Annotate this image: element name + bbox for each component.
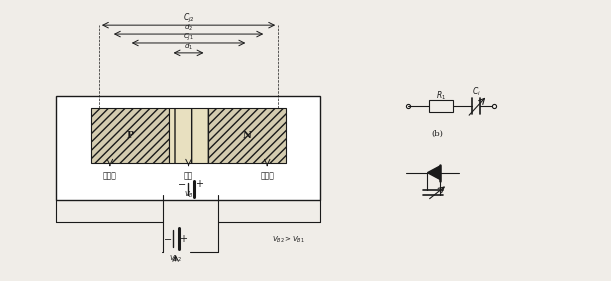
Bar (430, 100, 453, 112)
Text: $+$: $+$ (195, 178, 204, 189)
Text: $d_1$: $d_1$ (184, 42, 193, 52)
Text: $C_{J1}$: $C_{J1}$ (183, 31, 194, 43)
Text: $C_{J2}$: $C_{J2}$ (183, 12, 194, 25)
Text: (b): (b) (431, 130, 444, 138)
Text: $R_1$: $R_1$ (436, 89, 447, 102)
Bar (91, 108, 169, 163)
Text: N: N (243, 131, 252, 140)
Text: 介质: 介质 (184, 173, 193, 181)
Text: 导电板: 导电板 (103, 173, 117, 181)
Text: $C_i$: $C_i$ (472, 85, 481, 98)
Bar (208, 108, 286, 163)
Polygon shape (428, 166, 441, 180)
Text: $V_{B2}>V_{B1}$: $V_{B2}>V_{B1}$ (272, 235, 304, 245)
Text: P: P (126, 131, 133, 140)
Bar (169, 108, 208, 163)
Text: $-$: $-$ (177, 179, 186, 188)
Bar (56, 96, 320, 200)
Text: $V_{B1}$: $V_{B1}$ (184, 189, 197, 200)
Text: $+$: $+$ (179, 232, 188, 244)
Text: $d_2$: $d_2$ (184, 23, 193, 33)
Text: 导电板: 导电板 (260, 173, 274, 181)
Text: $V_{B2}$: $V_{B2}$ (169, 254, 182, 264)
Text: $-$: $-$ (163, 234, 172, 243)
